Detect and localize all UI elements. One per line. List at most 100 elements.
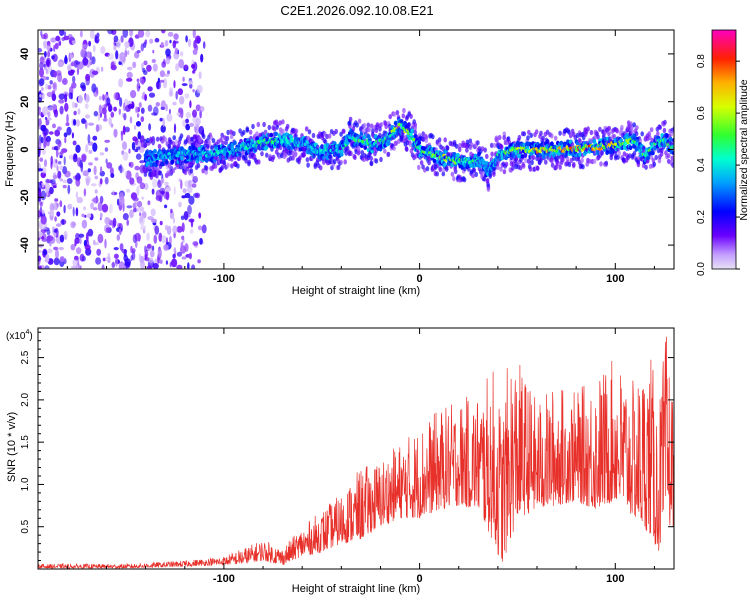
spectrogram-halo-cell <box>225 135 230 141</box>
spectrogram-noise-cell <box>172 253 176 259</box>
spectrogram-noise-cell <box>75 247 82 255</box>
spectrogram-noise-cell <box>49 80 53 85</box>
spectrogram-noise-cell <box>81 219 88 229</box>
spectrogram-noise-cell <box>178 107 184 115</box>
spectrogram-y-tick-label: 0 <box>19 146 31 152</box>
spectrogram-halo-cell <box>437 137 442 143</box>
spectrogram-noise-cell <box>53 257 60 266</box>
spectrogram-noise-cell <box>101 107 107 115</box>
spectrogram-halo-cell <box>155 136 160 142</box>
spectrogram-noise-cell <box>72 75 76 83</box>
spectrogram-halo-cell <box>220 132 224 138</box>
spectrogram-ridge-cell <box>368 140 372 144</box>
spectrogram-noise-cell <box>81 44 88 49</box>
spectrogram-noise-cell <box>66 126 72 136</box>
spectrogram-noise-cell <box>192 30 196 39</box>
spectrogram-noise-cell <box>66 113 69 124</box>
spectrogram-noise-cell <box>104 147 109 152</box>
spectrogram-band-cell <box>559 140 564 146</box>
spectrogram-noise-cell <box>99 152 105 156</box>
spectrogram-halo-cell <box>553 135 558 141</box>
spectrogram-noise-cell <box>70 62 75 67</box>
spectrogram-halo-cell <box>409 113 413 119</box>
spectrogram-band-cell <box>289 134 294 140</box>
spectrogram-noise-cell <box>129 116 133 124</box>
colorbar-label: Normalized spectral amplitude <box>738 79 750 220</box>
spectrogram-noise-cell <box>168 109 171 114</box>
spectrogram-halo-cell <box>454 143 459 149</box>
spectrogram-noise-cell <box>70 221 76 229</box>
spectrogram-noise-cell <box>139 212 142 217</box>
spectrogram-noise-cell <box>81 213 85 218</box>
spectrogram-halo-cell <box>502 169 507 175</box>
spectrogram-noise-cell <box>136 78 140 83</box>
spectrogram-noise-cell <box>125 188 131 193</box>
spectrogram-halo-cell <box>518 165 523 171</box>
spectrogram-noise-cell <box>119 243 124 251</box>
spectrogram-halo-cell <box>521 161 525 167</box>
snr-scale-label: (x104) <box>6 329 33 342</box>
spectrogram-noise-cell <box>126 77 133 82</box>
spectrogram-halo-cell <box>480 170 484 176</box>
spectrogram-noise-cell <box>151 112 158 116</box>
spectrogram-halo-cell <box>544 159 548 165</box>
spectrogram-halo-cell <box>523 152 528 158</box>
spectrogram-noise-cell <box>78 233 85 238</box>
spectrogram-noise-cell <box>54 198 59 202</box>
spectrogram-noise-cell <box>107 252 111 261</box>
spectrogram-halo-cell <box>599 161 603 167</box>
spectrogram-noise-cell <box>81 154 87 163</box>
spectrogram-noise-cell <box>63 132 68 138</box>
spectrogram-noise-cell <box>69 53 74 59</box>
spectrogram-halo-cell <box>294 128 299 134</box>
spectrogram-halo-cell <box>242 129 246 135</box>
spectrogram-noise-cell <box>194 123 198 127</box>
spectrogram-noise-cell <box>195 117 201 126</box>
spectrogram-noise-cell <box>118 52 125 63</box>
spectrogram-noise-cell <box>53 44 56 52</box>
spectrogram-halo-cell <box>334 128 339 135</box>
spectrogram-halo-cell <box>183 169 188 176</box>
spectrogram-noise-cell <box>42 249 48 256</box>
spectrogram-halo-cell <box>644 164 648 170</box>
spectrogram-noise-cell <box>140 135 145 145</box>
spectrogram-halo-cell <box>267 124 272 131</box>
spectrogram-halo-cell <box>386 151 391 157</box>
spectrogram-halo-cell <box>425 166 430 172</box>
spectrogram-noise-cell <box>199 109 202 119</box>
spectrogram-noise-cell <box>38 197 42 202</box>
spectrogram-noise-cell <box>53 70 57 78</box>
spectrogram-noise-cell <box>59 105 64 115</box>
spectrogram-halo-cell <box>362 156 366 162</box>
spectrogram-noise-cell <box>40 124 47 132</box>
spectrogram-noise-cell <box>134 165 140 171</box>
spectrogram-noise-cell <box>86 213 92 219</box>
spectrogram-halo-cell <box>278 144 283 150</box>
spectrogram-noise-cell <box>160 41 164 48</box>
spectrogram-halo-cell <box>628 153 632 159</box>
spectrogram-halo-cell <box>424 134 429 140</box>
spectrogram-noise-cell <box>122 213 129 221</box>
spectrogram-noise-cell <box>67 203 73 210</box>
spectrogram-halo-cell <box>318 165 323 171</box>
spectrogram-noise-cell <box>185 111 192 119</box>
spectrogram-noise-cell <box>112 217 117 227</box>
spectrogram-halo-cell <box>401 113 406 119</box>
spectrogram-halo-cell <box>545 139 550 145</box>
spectrogram-halo-cell <box>369 160 374 167</box>
spectrogram-noise-cell <box>38 231 43 238</box>
spectrogram-noise-cell <box>123 113 127 121</box>
spectrogram-noise-cell <box>90 183 97 187</box>
spectrogram-noise-cell <box>74 174 78 181</box>
spectrogram-noise-cell <box>38 124 41 130</box>
spectrogram-halo-cell <box>402 107 406 114</box>
spectrogram-noise-cell <box>62 184 67 189</box>
spectrogram-halo-cell <box>458 142 462 149</box>
spectrogram-noise-cell <box>38 191 42 198</box>
spectrogram-halo-cell <box>607 131 611 137</box>
spectrogram-noise-cell <box>135 121 142 127</box>
spectrogram-halo-cell <box>474 171 479 178</box>
spectrogram-halo-cell <box>632 122 636 128</box>
spectrogram-noise-cell <box>133 207 137 213</box>
snr-y-ticks: 0.5 1.0 1.5 2.0 2.5 <box>20 331 674 562</box>
